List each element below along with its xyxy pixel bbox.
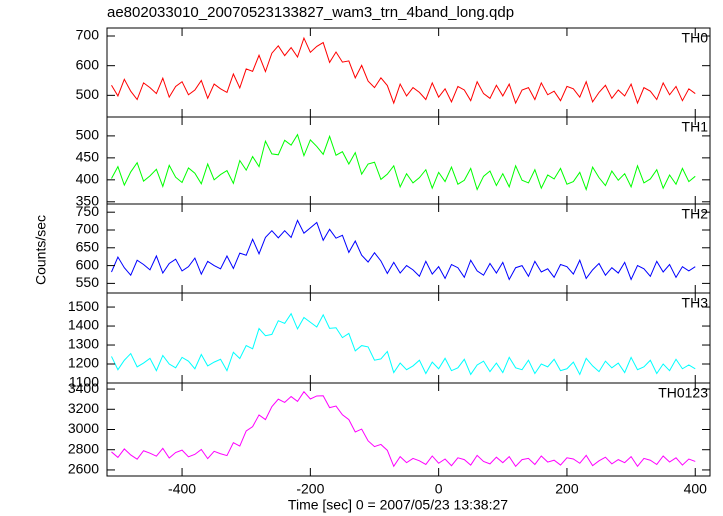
y-tick-label: 750 bbox=[76, 203, 100, 219]
panel-label: TH0123 bbox=[658, 385, 708, 401]
panel-label: TH3 bbox=[682, 295, 709, 311]
x-tick-label: -200 bbox=[296, 481, 324, 497]
y-tick-label: 600 bbox=[76, 56, 100, 72]
y-tick-label: 3000 bbox=[68, 420, 99, 436]
y-tick-label: 1400 bbox=[68, 317, 99, 333]
panel-label: TH1 bbox=[682, 119, 709, 135]
x-tick-label: 200 bbox=[555, 481, 579, 497]
x-tick-label: 400 bbox=[684, 481, 708, 497]
y-tick-label: 2800 bbox=[68, 440, 99, 456]
y-tick-label: 450 bbox=[76, 149, 100, 165]
y-tick-label: 550 bbox=[76, 274, 100, 290]
y-tick-label: 1300 bbox=[68, 336, 99, 352]
panel-frame bbox=[106, 203, 711, 294]
y-tick-label: 350 bbox=[76, 193, 100, 209]
y-tick-label: 1500 bbox=[68, 298, 99, 314]
y-tick-label: 1100 bbox=[69, 374, 99, 390]
x-axis-label: Time [sec] 0 = 2007/05/23 13:38:27 bbox=[288, 497, 508, 513]
y-tick-label: 500 bbox=[76, 127, 100, 143]
panel-label: TH2 bbox=[682, 206, 709, 222]
y-tick-label: 650 bbox=[76, 238, 100, 254]
data-line bbox=[111, 36, 696, 105]
y-tick-label: 700 bbox=[76, 27, 100, 43]
y-tick-label: 3400 bbox=[68, 380, 99, 396]
panel-frame bbox=[106, 27, 711, 118]
chart-title: ae802033010_20070523133827_wam3_trn_4ban… bbox=[107, 4, 514, 21]
panel-label: TH0 bbox=[682, 30, 709, 46]
y-tick-label: 600 bbox=[76, 256, 100, 272]
y-tick-label: 700 bbox=[76, 221, 100, 237]
data-line bbox=[111, 219, 696, 281]
data-line bbox=[111, 133, 696, 192]
y-tick-label: 1200 bbox=[68, 355, 99, 371]
y-axis-label: Counts/sec bbox=[33, 215, 49, 285]
y-tick-label: 500 bbox=[76, 86, 100, 102]
data-line bbox=[111, 390, 696, 468]
y-tick-label: 400 bbox=[76, 171, 100, 187]
panel-frame bbox=[106, 382, 711, 477]
x-tick-label: -400 bbox=[168, 481, 196, 497]
x-tick-label: 0 bbox=[435, 481, 443, 497]
panel-frame bbox=[106, 292, 711, 384]
data-line bbox=[111, 312, 696, 376]
y-tick-label: 3200 bbox=[68, 400, 99, 416]
y-tick-label: 2600 bbox=[68, 461, 99, 477]
panel-frame bbox=[106, 116, 711, 205]
